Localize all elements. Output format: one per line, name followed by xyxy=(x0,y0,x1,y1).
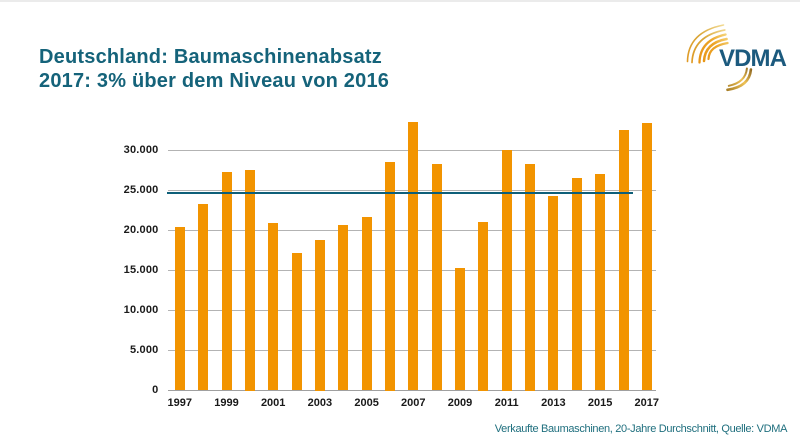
svg-text:VDMA: VDMA xyxy=(719,45,787,72)
